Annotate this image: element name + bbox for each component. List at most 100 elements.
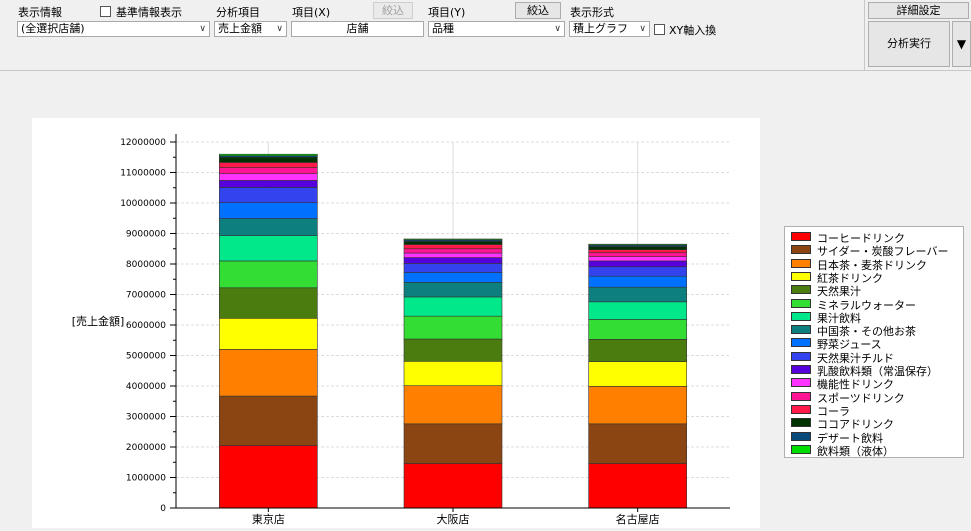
item-x-label: 項目(X): [292, 6, 331, 19]
legend-swatch: [791, 404, 811, 414]
legend-swatch: [791, 365, 811, 374]
chevron-down-icon: ∨: [199, 24, 206, 34]
chevron-down-icon: ∨: [554, 24, 561, 34]
y-tick-label: 3000000: [126, 413, 166, 423]
analysis-item-label: 分析項目: [216, 6, 260, 19]
xy-swap-checkbox[interactable]: [654, 24, 665, 35]
bar-segment: [403, 263, 503, 273]
bar-segment: [588, 386, 687, 425]
bar-segment: [588, 249, 687, 254]
display-info-select[interactable]: (全選択店舗) ∨: [17, 21, 210, 37]
bar-segment: [403, 241, 503, 245]
legend-label: ミネラルウォーター: [817, 298, 916, 312]
bar-segment: [588, 301, 687, 320]
bar-segment: [219, 445, 318, 509]
bar-segment: [588, 246, 687, 250]
bar-segment: [219, 287, 318, 319]
item-y-value: 品種: [432, 22, 454, 35]
bar-segment: [588, 275, 687, 288]
y-tick-label: 2000000: [126, 443, 166, 453]
bar-segment: [219, 395, 318, 446]
filter-x-button[interactable]: 絞込: [373, 2, 413, 19]
chevron-down-icon: ∨: [276, 24, 283, 34]
toolbar: 表示情報 基準情報表示 分析項目 項目(X) 絞込 項目(Y) 絞込 表示形式 …: [0, 0, 971, 71]
bar-segment: [403, 244, 503, 250]
chart-legend: コーヒードリンク サイダー・炭酸フレーバー 日本茶・麦茶ドリンク 紅茶ドリンク 天然果汁…: [784, 226, 964, 458]
analysis-item-select[interactable]: 売上金額 ∨: [214, 21, 287, 37]
bar-segment: [403, 385, 503, 425]
y-tick-label: 5000000: [126, 352, 166, 362]
legend-swatch: [791, 325, 811, 335]
bar-segment: [588, 266, 687, 277]
legend-label: 飲料類（液体）: [817, 444, 894, 458]
item-x-field[interactable]: 店舗: [291, 21, 424, 37]
y-tick-label: 11000000: [120, 169, 166, 179]
y-tick-label: 0: [160, 504, 166, 514]
legend-label: 中国茶・その他お茶: [817, 325, 916, 339]
legend-swatch: [791, 311, 811, 321]
y-axis-label: [売上金額]: [72, 314, 125, 328]
bar-segment: [588, 260, 687, 268]
bar-segment: [219, 260, 318, 289]
bar-segment: [588, 243, 687, 246]
bar-segment: [588, 463, 687, 509]
analysis-item-value: 売上金額: [218, 22, 262, 35]
legend-label: サイダー・炭酸フレーバー: [817, 245, 949, 259]
legend-label: 果汁飲料: [817, 311, 861, 325]
item-y-select[interactable]: 品種 ∨: [428, 21, 565, 37]
legend-label: 天然果汁: [817, 285, 861, 299]
bar-segment: [219, 349, 318, 397]
y-tick-label: 6000000: [126, 321, 166, 331]
legend-label: コーラ: [817, 404, 850, 418]
legend-swatch: [791, 338, 811, 348]
y-tick-label: 9000000: [126, 230, 166, 240]
x-tick-label: 大阪店: [437, 512, 470, 526]
bar-segment: [219, 317, 318, 350]
legend-label: 天然果汁チルド: [817, 351, 894, 365]
bar-segment: [403, 257, 503, 264]
bar-segment: [219, 162, 318, 168]
legend-label: 乳酸飲料類（常温保存）: [817, 365, 938, 378]
display-info-value: (全選択店舗): [21, 22, 85, 35]
display-format-select[interactable]: 積上グラフ ∨: [569, 21, 650, 37]
legend-swatch: [791, 232, 811, 241]
x-tick-label: 名古屋店: [616, 512, 660, 526]
y-tick-label: 4000000: [126, 382, 166, 392]
legend-swatch: [791, 285, 811, 295]
bar-segment: [588, 423, 687, 464]
bar-segment: [403, 360, 503, 386]
bar-segment: [219, 202, 318, 219]
legend-label: 日本茶・麦茶ドリンク: [817, 258, 927, 272]
bar-segment: [403, 282, 503, 298]
legend-swatch: [791, 418, 811, 428]
bar-segment: [403, 252, 503, 258]
legend-swatch: [791, 351, 811, 361]
toolbar-divider: [864, 0, 865, 70]
legend-label: 野菜ジュース: [817, 338, 882, 352]
bar-segment: [219, 156, 318, 163]
bar-segment: [219, 235, 318, 262]
legend-swatch: [791, 444, 811, 454]
bar-segment: [403, 315, 503, 340]
y-tick-label: 8000000: [126, 260, 166, 270]
bar-segment: [403, 423, 503, 464]
run-options-dropdown-icon[interactable]: ▼: [952, 21, 971, 67]
stacked-bar-chart: 0 1000000 2000000 3000000 4000000 5000000 6000…: [72, 134, 730, 526]
detail-settings-button[interactable]: 詳細設定: [868, 2, 969, 19]
display-format-value: 積上グラフ: [573, 22, 628, 35]
bar-segment: [219, 187, 318, 203]
bar-segment: [588, 256, 687, 262]
bar-segment: [588, 252, 687, 257]
y-tick-label: 7000000: [126, 291, 166, 301]
legend-swatch: [791, 378, 811, 388]
legend-label: ココアドリンク: [817, 418, 894, 432]
legend-swatch: [791, 391, 811, 401]
legend-swatch: [791, 298, 811, 308]
filter-y-button[interactable]: 絞込: [515, 2, 561, 19]
base-info-checkbox[interactable]: [100, 6, 111, 17]
bar-segment: [588, 339, 687, 362]
legend-label: スポーツドリンク: [817, 391, 905, 405]
legend-swatch: [791, 431, 811, 441]
run-analysis-button[interactable]: 分析実行: [868, 21, 950, 67]
y-tick-label: 10000000: [120, 199, 166, 209]
